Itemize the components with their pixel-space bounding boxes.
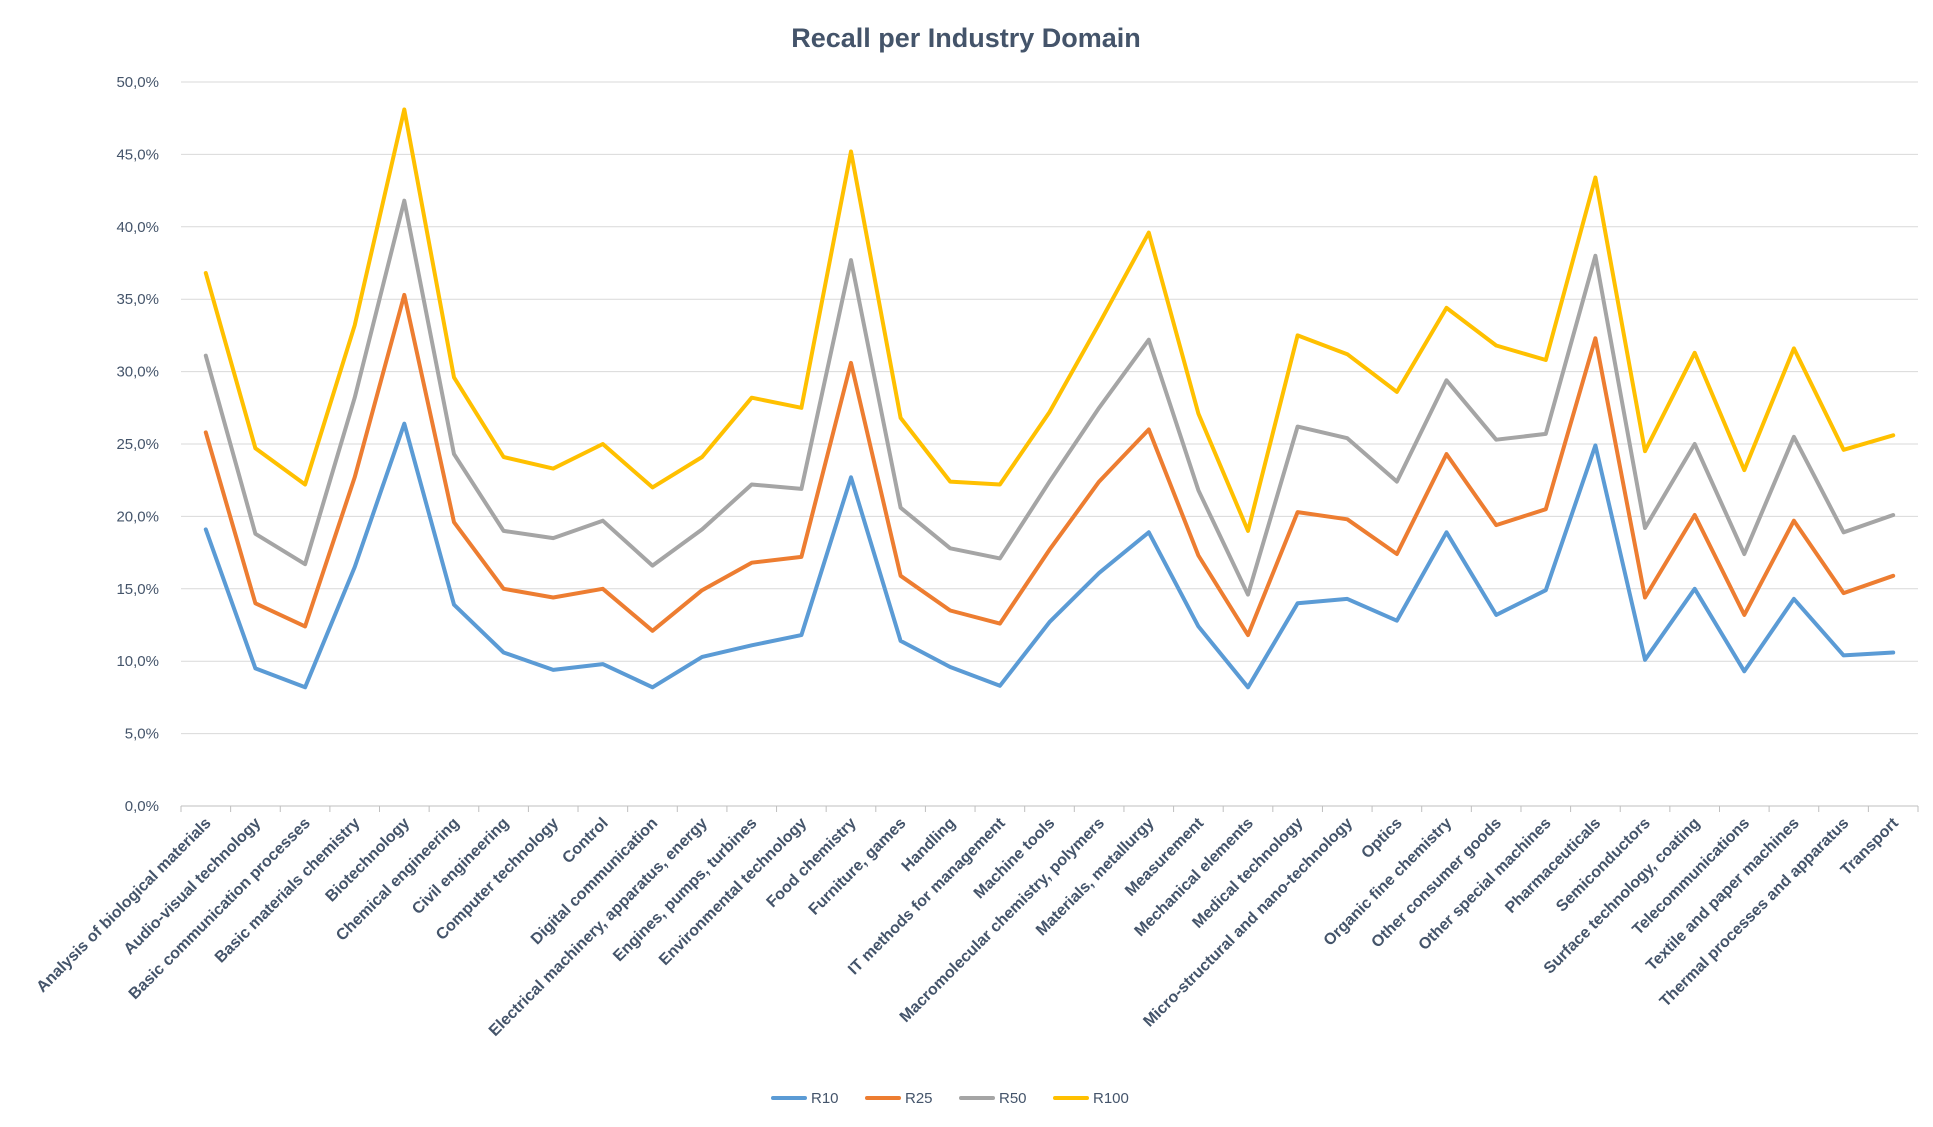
gridlines bbox=[181, 81, 1918, 735]
legend-item-r50: R50 bbox=[959, 1090, 1027, 1107]
x-tick-label: Semiconductors bbox=[1553, 815, 1654, 916]
series-line-r50 bbox=[203, 198, 1896, 597]
legend-label: R100 bbox=[1093, 1090, 1129, 1107]
y-tick-label: 25,0% bbox=[116, 436, 159, 453]
x-axis: Analysis of biological materialsAudio-vi… bbox=[33, 805, 1919, 1040]
x-tick-label: Optics bbox=[1358, 815, 1405, 862]
series-line-r25 bbox=[203, 292, 1896, 638]
x-tick-label: Furniture, games bbox=[806, 815, 910, 919]
legend-label: R25 bbox=[905, 1090, 933, 1107]
x-tick-label: Food chemistry bbox=[764, 815, 860, 911]
y-tick-label: 20,0% bbox=[116, 508, 159, 525]
legend-item-r100: R100 bbox=[1053, 1090, 1129, 1107]
series-lines bbox=[203, 107, 1896, 690]
x-tick-label: Analysis of biological materials bbox=[33, 815, 214, 996]
x-tick-label: Pharmaceuticals bbox=[1502, 815, 1604, 917]
y-tick-label: 15,0% bbox=[116, 581, 159, 598]
legend-label: R50 bbox=[999, 1090, 1027, 1107]
chart-title: Recall per Industry Domain bbox=[791, 23, 1141, 53]
legend: R10 R25 R50 R100 bbox=[771, 1090, 1129, 1107]
legend-item-r10: R10 bbox=[771, 1090, 839, 1107]
x-tick-label: Biotechnology bbox=[323, 815, 414, 906]
y-tick-label: 5,0% bbox=[125, 726, 159, 743]
y-tick-label: 0,0% bbox=[125, 798, 159, 815]
x-tick-label: Civil engineering bbox=[409, 815, 512, 918]
y-axis-ticks: 0,0% 5,0% 10,0% 15,0% 20,0% 25,0% 30,0% 35,0% 40… bbox=[116, 74, 159, 815]
series-line-r100 bbox=[203, 107, 1896, 533]
y-tick-label: 30,0% bbox=[116, 364, 159, 381]
y-tick-label: 45,0% bbox=[116, 146, 159, 163]
y-tick-label: 35,0% bbox=[116, 291, 159, 308]
series-line-r10 bbox=[203, 421, 1896, 690]
y-tick-label: 10,0% bbox=[116, 653, 159, 670]
x-tick-label: Basic communication processes bbox=[126, 815, 314, 1003]
legend-item-r25: R25 bbox=[865, 1090, 933, 1107]
legend-label: R10 bbox=[811, 1090, 839, 1107]
y-tick-label: 50,0% bbox=[116, 74, 159, 91]
y-tick-label: 40,0% bbox=[116, 219, 159, 236]
